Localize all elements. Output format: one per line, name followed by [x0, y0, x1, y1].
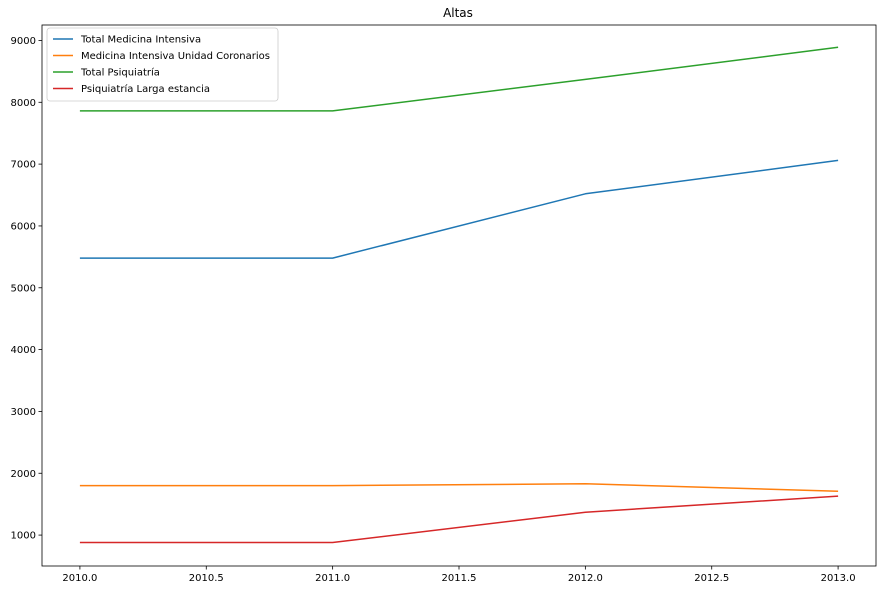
y-tick-label: 3000: [11, 407, 36, 418]
x-tick-label: 2012.0: [568, 573, 603, 584]
y-tick-label: 2000: [11, 469, 36, 480]
y-tick-label: 4000: [11, 345, 36, 356]
x-tick-label: 2011.5: [442, 573, 477, 584]
x-tick-label: 2011.0: [315, 573, 350, 584]
series-line-1: [79, 159, 839, 259]
series-line-2: [79, 483, 839, 492]
y-tick-label: 7000: [11, 160, 36, 171]
x-tick-label: 2010.5: [189, 573, 224, 584]
legend-label-4: Psiquiatría Larga estancia: [81, 83, 210, 95]
y-tick-label: 1000: [11, 531, 36, 542]
x-tick-label: 2010.0: [62, 573, 97, 584]
legend-label-2: Medicina Intensiva Unidad Coronarios: [81, 51, 270, 62]
legend-box: [46, 27, 279, 102]
legend-label-3: Total Psiquiatría: [80, 67, 160, 79]
y-tick-label: 6000: [11, 221, 36, 232]
x-tick-label: 2013.0: [821, 573, 856, 584]
x-tick-label: 2012.5: [694, 573, 729, 584]
y-tick-label: 9000: [11, 36, 36, 47]
y-tick-label: 5000: [11, 283, 36, 294]
series-line-3: [79, 46, 839, 112]
series-line-4: [79, 495, 839, 544]
legend-label-1: Total Medicina Intensiva: [80, 35, 201, 46]
y-tick-label: 8000: [11, 98, 36, 109]
chart-title: Altas: [443, 6, 473, 20]
plot-area: 2010.0 2010.5 2011.0 2011.5 2012.0 2012.5 2013…: [11, 24, 877, 584]
